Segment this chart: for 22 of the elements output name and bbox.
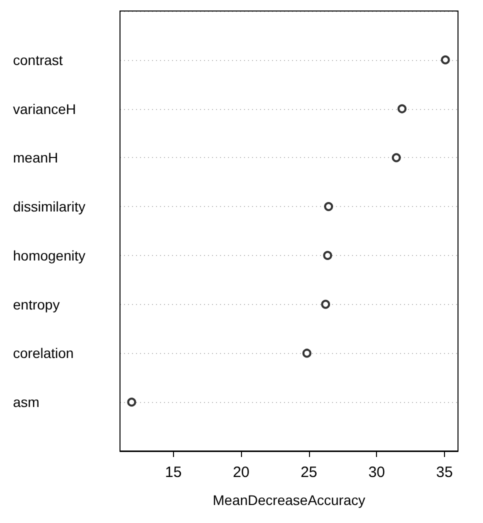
y-tick-label: corelation — [13, 345, 74, 362]
point — [321, 300, 330, 309]
y-tick-label: asm — [13, 394, 40, 410]
y-tick-label: varianceH — [13, 100, 76, 117]
x-tick-label: 25 — [300, 464, 318, 481]
x-tick-label: 15 — [165, 464, 182, 481]
point — [398, 104, 407, 114]
point — [392, 153, 401, 162]
point — [127, 398, 136, 407]
x-tick-label: 20 — [232, 464, 250, 481]
y-tick-label: homogenity — [13, 247, 86, 264]
x-tick-label: 30 — [368, 464, 386, 481]
y-tick-label: dissimilarity — [13, 198, 86, 215]
y-tick-label: contrast — [13, 52, 63, 68]
point — [323, 250, 332, 260]
x-tick-label: 35 — [436, 464, 453, 481]
y-tick-label: entropy — [13, 296, 60, 312]
point — [324, 202, 334, 212]
point — [302, 348, 312, 358]
point — [440, 55, 450, 64]
x-axis-title: MeanDecreaseAccuracy — [212, 492, 366, 508]
y-tick-label: meanH — [13, 150, 58, 166]
